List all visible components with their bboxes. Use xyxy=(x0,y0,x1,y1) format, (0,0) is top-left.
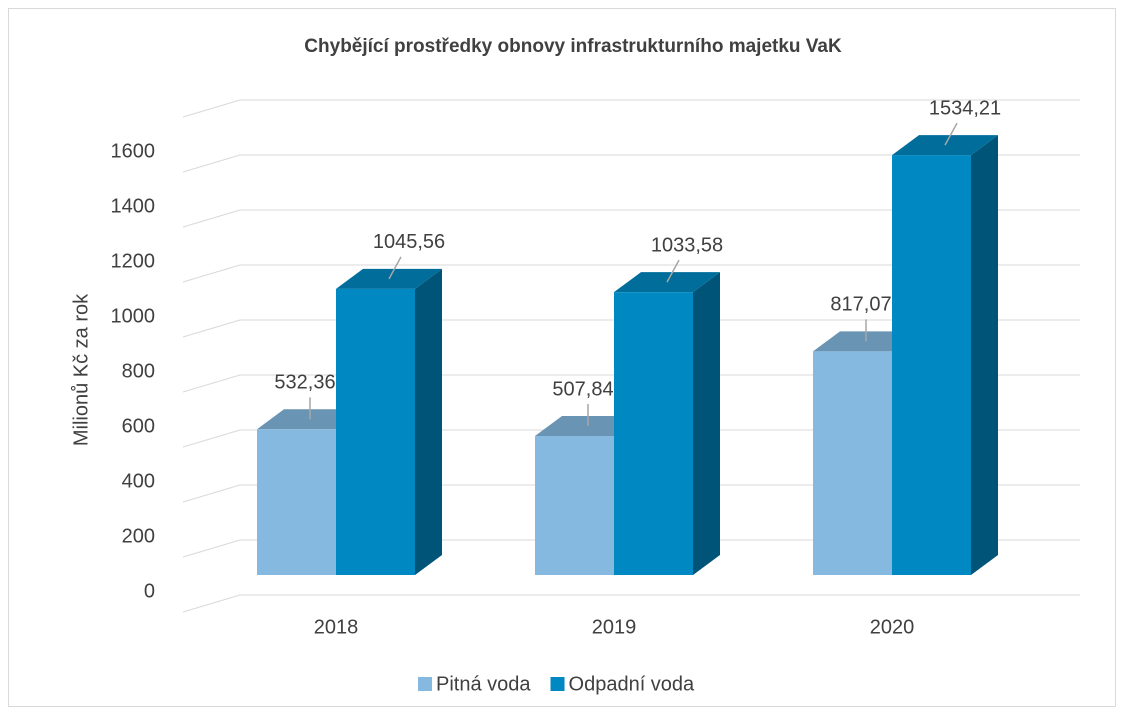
leader-line xyxy=(388,256,402,280)
bar xyxy=(336,288,415,575)
grid-diagonal xyxy=(182,154,241,173)
y-tick-label: 800 xyxy=(122,360,155,382)
data-label: 532,36 xyxy=(274,372,335,394)
legend-swatch xyxy=(550,677,565,691)
bar xyxy=(892,155,971,575)
bar-side xyxy=(415,268,442,575)
y-tick-label: 1000 xyxy=(111,305,156,327)
grid-diagonal xyxy=(182,374,241,393)
grid-diagonal xyxy=(182,319,241,338)
x-tick-label: 2019 xyxy=(592,616,637,638)
y-tick-label: 1200 xyxy=(111,250,156,272)
data-label: 1045,56 xyxy=(373,231,445,253)
grid-diagonal xyxy=(182,209,241,228)
y-tick-label: 600 xyxy=(122,415,155,437)
data-label: 507,84 xyxy=(552,378,613,400)
y-tick-label: 0 xyxy=(144,580,155,602)
bar xyxy=(813,351,892,575)
chart-title: Chybějící prostředky obnovy infrastruktu… xyxy=(304,36,842,57)
bar xyxy=(614,292,693,575)
legend-label: Pitná voda xyxy=(436,673,531,695)
grid-diagonal xyxy=(182,594,241,613)
bar xyxy=(257,429,336,575)
y-tick-label: 400 xyxy=(122,470,155,492)
y-tick-label: 200 xyxy=(122,525,155,547)
y-tick-label: 1400 xyxy=(111,195,156,217)
x-tick-label: 2018 xyxy=(314,616,359,638)
y-axis-label: Milionů Kč za rok xyxy=(70,293,92,446)
data-label: 1033,58 xyxy=(651,234,723,256)
leader-line xyxy=(944,122,958,146)
grid-diagonal xyxy=(182,539,241,558)
bar-side xyxy=(693,272,720,575)
grid-diagonal xyxy=(182,484,241,503)
grid-diagonal xyxy=(182,264,241,283)
leader-line xyxy=(666,259,680,283)
bar xyxy=(535,436,614,575)
grid-diagonal xyxy=(182,429,241,448)
data-label: 1534,21 xyxy=(929,97,1001,119)
x-tick-label: 2020 xyxy=(870,616,915,638)
plot-top-diagonal xyxy=(182,99,241,118)
legend-swatch xyxy=(418,677,432,691)
data-label: 817,07 xyxy=(830,294,891,316)
y-tick-label: 1600 xyxy=(111,140,156,162)
legend-label: Odpadní voda xyxy=(569,673,696,695)
bar-side xyxy=(971,135,998,575)
